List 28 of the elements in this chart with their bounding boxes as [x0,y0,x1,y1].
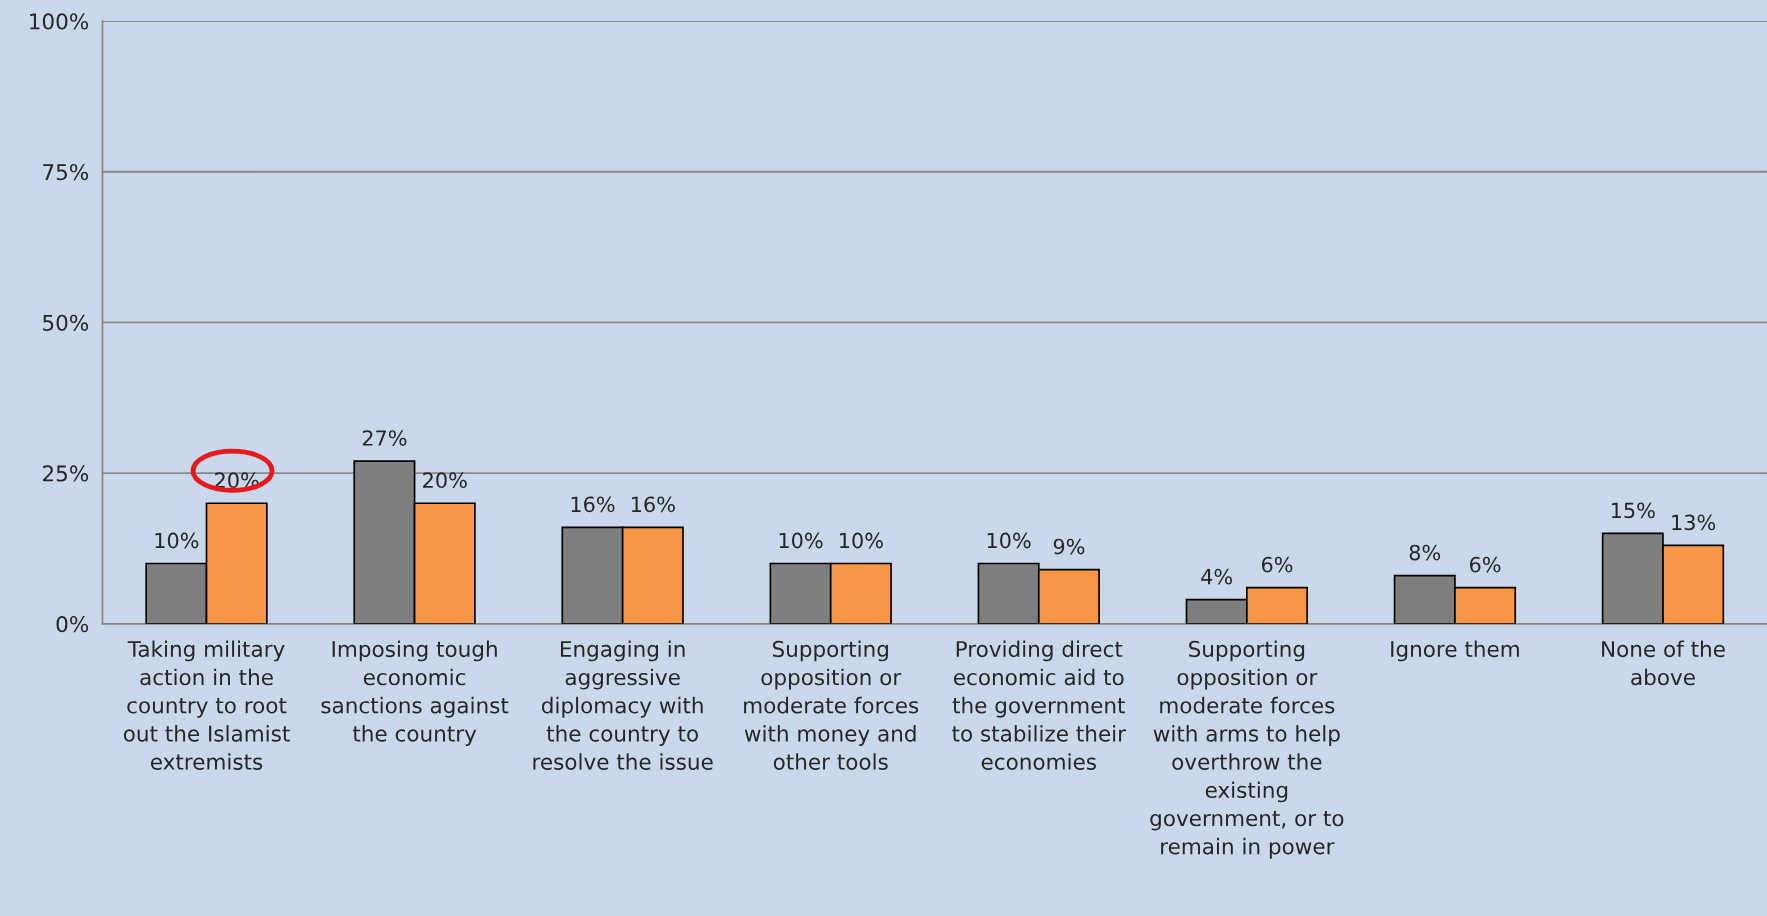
data-label: 10% [840,532,883,549]
data-label: 10% [987,532,1031,549]
data-label: 20% [423,472,467,489]
x-tick-label: Ignore them [1391,640,1519,662]
x-tick-label: Imposing tough economic sanctions against the country [321,640,509,746]
data-label: 4% [1201,568,1233,585]
data-label: 16% [631,496,675,513]
data-label: 13% [1672,514,1716,531]
data-label: 10% [779,532,823,549]
y-tick-label: 0% [56,616,89,633]
y-tick-label: 75% [43,163,89,181]
data-label: 10% [155,532,199,549]
x-tick-label: Supporting opposition or moderate forces with money and other tools [744,640,919,770]
x-tick-label: None of the above [1602,640,1725,686]
data-label: 15% [1611,502,1655,519]
x-tick-label: Taking military action in the country to root out the Islamist extremists [123,640,290,770]
data-label: 16% [571,496,615,513]
y-tick-label: 100% [30,13,89,30]
y-tick-label: 50% [43,314,89,331]
data-label: 9% [1053,538,1085,555]
x-tick-label: Engaging in aggressive diplomacy with the country to resolve the issue [533,640,713,770]
data-label: 6% [1470,556,1501,573]
data-label: 27% [362,430,407,446]
data-label: 6% [1261,556,1293,573]
y-tick-label: 25% [43,465,89,482]
x-tick-label: Providing direct economic aid to the government to stabilize their economies [952,640,1127,770]
x-tick-label: Supporting opposition or moderate forces with arms to help overthrow the existing government, or to remain in power [1150,640,1344,859]
data-label: 8% [1409,544,1441,561]
